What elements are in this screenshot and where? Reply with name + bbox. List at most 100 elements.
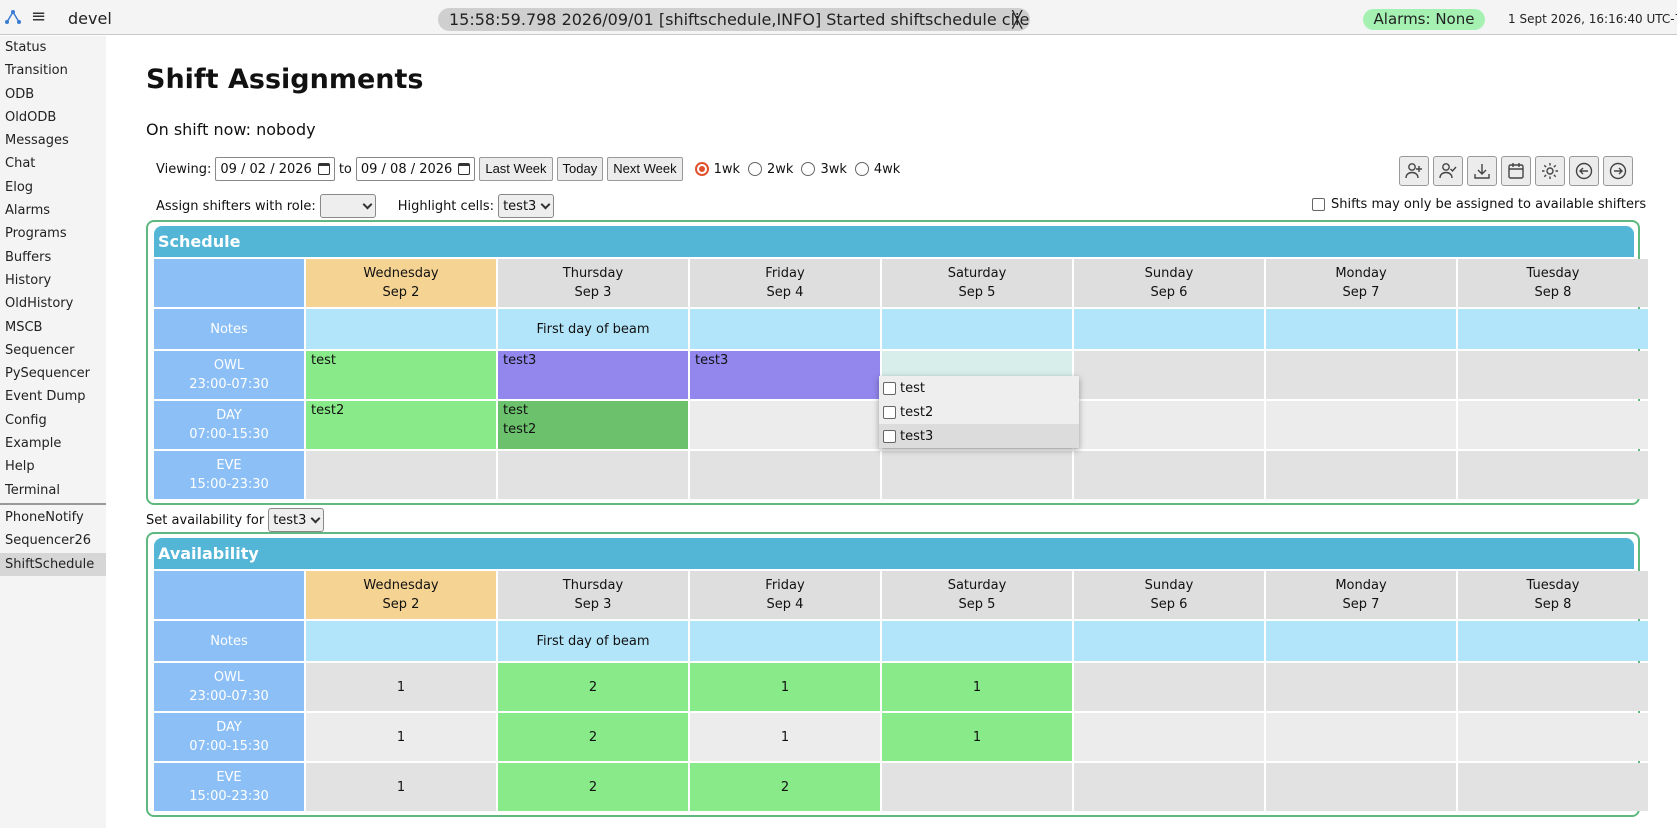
sidebar-item-example[interactable]: Example <box>5 436 62 452</box>
notes-cell[interactable] <box>690 309 880 349</box>
sidebar-item-event-dump[interactable]: Event Dump <box>5 389 86 405</box>
sidebar-item-buffers[interactable]: Buffers <box>5 249 52 265</box>
sidebar-item-messages[interactable]: Messages <box>5 133 69 149</box>
availability-cell[interactable] <box>1266 713 1456 761</box>
message-bar[interactable]: 15:58:59.798 2026/09/01 [shiftschedule,I… <box>438 8 1030 31</box>
download-icon[interactable] <box>1467 156 1497 186</box>
arrow-right-circle-icon[interactable] <box>1603 156 1633 186</box>
sidebar-item-terminal[interactable]: Terminal <box>5 482 60 498</box>
radio-button[interactable] <box>694 162 709 176</box>
schedule-cell[interactable]: test2 <box>306 401 496 449</box>
start-date-input[interactable]: 09 / 02 / 2026 <box>215 157 335 181</box>
sidebar-item-programs[interactable]: Programs <box>5 226 67 242</box>
schedule-cell[interactable] <box>498 451 688 499</box>
sidebar-item-pysequencer[interactable]: PySequencer <box>5 366 91 382</box>
availability-cell[interactable]: 1 <box>882 663 1072 711</box>
popup-option-test[interactable]: test <box>879 376 1079 400</box>
availability-cell[interactable]: 1 <box>882 713 1072 761</box>
range-radio-4wk[interactable]: 4wk <box>854 162 900 177</box>
availability-cell[interactable] <box>1074 713 1264 761</box>
option-checkbox[interactable] <box>883 381 896 395</box>
availability-cell[interactable]: 1 <box>306 713 496 761</box>
sidebar-item-odb[interactable]: ODB <box>5 86 35 102</box>
availability-cell[interactable]: 1 <box>690 663 880 711</box>
highlight-select[interactable]: test3 <box>498 194 555 218</box>
availability-cell[interactable]: 2 <box>498 763 688 811</box>
notes-cell[interactable] <box>306 309 496 349</box>
role-select[interactable] <box>319 194 376 218</box>
schedule-cell[interactable] <box>882 451 1072 499</box>
schedule-cell[interactable]: test3 <box>690 351 880 399</box>
alarm-status[interactable]: Alarms: None <box>1363 9 1485 30</box>
range-radio-2wk[interactable]: 2wk <box>748 162 793 177</box>
sidebar-item-elog[interactable]: Elog <box>5 179 34 195</box>
add-user-icon[interactable] <box>1399 156 1429 186</box>
sidebar-item-oldodb[interactable]: OldODB <box>5 109 57 125</box>
availability-cell[interactable] <box>1266 763 1456 811</box>
availability-user-select[interactable]: test3 <box>268 508 325 532</box>
schedule-cell[interactable]: test test2 <box>498 401 688 449</box>
sidebar-item-status[interactable]: Status <box>5 40 47 55</box>
schedule-cell[interactable] <box>1458 351 1648 399</box>
range-radio-3wk[interactable]: 3wk <box>801 162 847 177</box>
only-available-checkbox[interactable] <box>1312 198 1325 211</box>
schedule-cell[interactable]: test3 <box>498 351 688 399</box>
sidebar-item-alarms[interactable]: Alarms <box>5 203 51 219</box>
sidebar-item-oldhistory[interactable]: OldHistory <box>5 296 74 312</box>
notes-cell[interactable] <box>1266 621 1456 661</box>
midas-logo-icon[interactable] <box>4 9 22 25</box>
schedule-cell[interactable] <box>1074 351 1264 399</box>
option-checkbox[interactable] <box>883 429 896 443</box>
sidebar-item-sequencer[interactable]: Sequencer <box>5 342 75 358</box>
calendar-icon[interactable] <box>1501 156 1531 186</box>
availability-cell[interactable] <box>1458 713 1648 761</box>
popup-option-test2[interactable]: test2 <box>879 400 1079 424</box>
sidebar-item-shiftschedule[interactable]: ShiftSchedule <box>0 552 106 576</box>
schedule-cell[interactable] <box>1074 401 1264 449</box>
sidebar-item-chat[interactable]: Chat <box>5 156 36 172</box>
radio-button[interactable] <box>748 162 763 176</box>
notes-cell[interactable] <box>882 309 1072 349</box>
radio-button[interactable] <box>801 162 816 176</box>
close-message-icon[interactable]: ╳ <box>1012 10 1022 29</box>
notes-cell[interactable]: First day of beam <box>498 309 688 349</box>
availability-cell[interactable]: 2 <box>498 713 688 761</box>
schedule-cell[interactable] <box>1074 451 1264 499</box>
availability-cell[interactable] <box>1458 763 1648 811</box>
availability-cell[interactable]: 1 <box>306 663 496 711</box>
calendar-icon[interactable] <box>458 163 471 175</box>
calendar-icon[interactable] <box>317 163 330 175</box>
schedule-cell[interactable]: test <box>306 351 496 399</box>
arrow-left-circle-icon[interactable] <box>1569 156 1599 186</box>
sidebar-item-help[interactable]: Help <box>5 459 35 475</box>
today-button[interactable]: Today <box>556 157 604 181</box>
sidebar-item-mscb[interactable]: MSCB <box>5 319 43 335</box>
radio-button[interactable] <box>854 162 869 176</box>
availability-cell[interactable] <box>882 763 1072 811</box>
schedule-cell[interactable] <box>1458 401 1648 449</box>
option-checkbox[interactable] <box>883 405 896 419</box>
schedule-cell[interactable] <box>690 451 880 499</box>
availability-cell[interactable]: 2 <box>690 763 880 811</box>
notes-cell[interactable] <box>306 621 496 661</box>
sidebar-item-history[interactable]: History <box>5 272 52 288</box>
availability-cell[interactable]: 1 <box>690 713 880 761</box>
schedule-cell[interactable] <box>306 451 496 499</box>
sidebar-item-sequencer26[interactable]: Sequencer26 <box>5 533 92 549</box>
schedule-cell[interactable] <box>690 401 880 449</box>
next-week-button[interactable]: Next Week <box>607 157 683 181</box>
notes-cell[interactable]: First day of beam <box>498 621 688 661</box>
notes-cell[interactable] <box>690 621 880 661</box>
sidebar-item-transition[interactable]: Transition <box>5 63 68 79</box>
user-check-icon[interactable] <box>1433 156 1463 186</box>
end-date-input[interactable]: 09 / 08 / 2026 <box>355 157 476 181</box>
availability-cell[interactable] <box>1074 763 1264 811</box>
availability-cell[interactable] <box>1074 663 1264 711</box>
notes-cell[interactable] <box>1074 309 1264 349</box>
schedule-cell[interactable] <box>1266 351 1456 399</box>
notes-cell[interactable] <box>1266 309 1456 349</box>
sidebar-item-config[interactable]: Config <box>5 412 47 428</box>
gear-icon[interactable] <box>1535 156 1565 186</box>
notes-cell[interactable] <box>1458 621 1648 661</box>
availability-cell[interactable] <box>1458 663 1648 711</box>
